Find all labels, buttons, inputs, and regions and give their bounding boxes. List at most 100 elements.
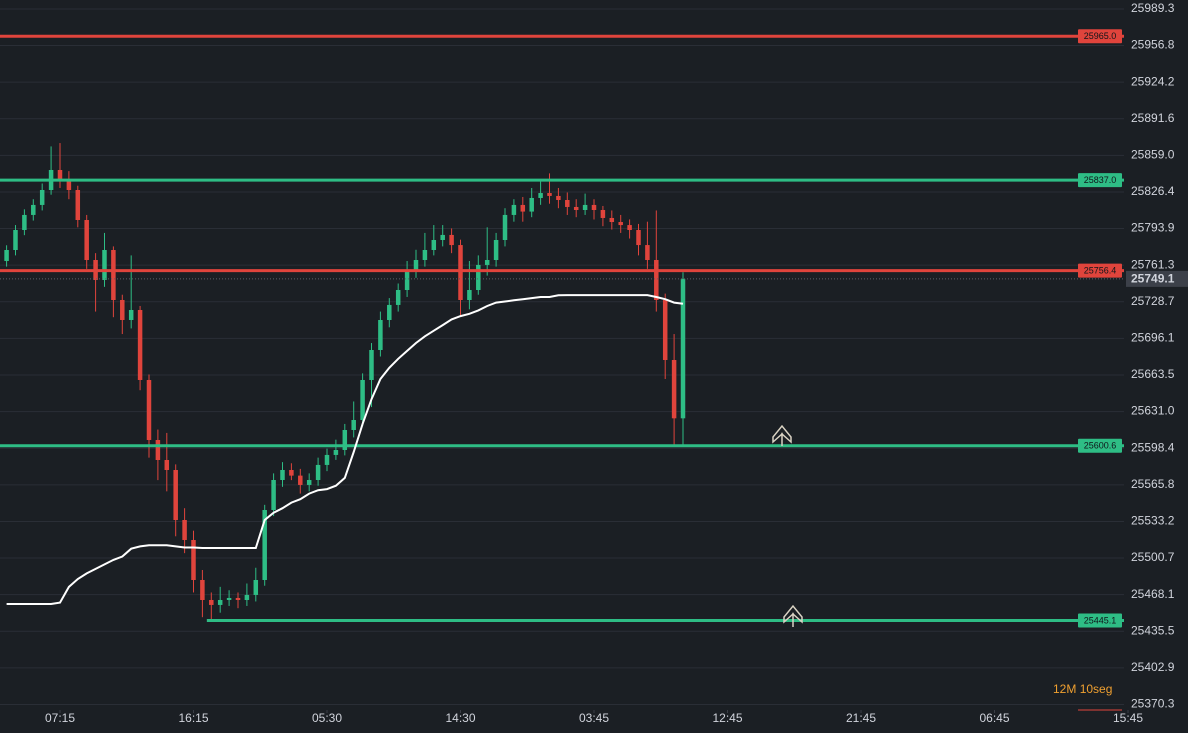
- arrow-up: [772, 424, 792, 446]
- timer: 12M 10seg: [1053, 682, 1112, 696]
- level-label: 25756.4: [1084, 266, 1117, 276]
- candle-body: [654, 260, 659, 300]
- candle-body: [493, 240, 499, 260]
- x-tick-label: 07:15: [45, 711, 75, 725]
- level-label-box: [1078, 29, 1122, 44]
- level-label: 25600.6: [1084, 441, 1117, 451]
- candle-body: [244, 594, 250, 600]
- candle-body: [680, 278, 686, 419]
- y-tick-label: 25565.8: [1131, 477, 1175, 491]
- candle-body: [235, 597, 241, 600]
- candle-body: [262, 510, 267, 580]
- y-tick-label: 25989.3: [1131, 1, 1175, 15]
- candle-body: [146, 380, 152, 440]
- countdown: 10seg: [1080, 682, 1113, 696]
- candle-body: [66, 180, 72, 190]
- candle-body: [111, 250, 116, 300]
- y-tick-label: 25826.4: [1131, 184, 1175, 198]
- candle-body: [378, 320, 383, 350]
- candle-body: [13, 230, 18, 250]
- candle-body: [529, 197, 534, 212]
- candle-body: [182, 520, 187, 540]
- x-tick-label: 06:45: [979, 711, 1009, 725]
- candle-body: [155, 440, 161, 460]
- candle-body: [200, 580, 205, 600]
- last-price-label: 25749.1: [1131, 272, 1175, 286]
- y-tick-label: 25956.8: [1131, 38, 1175, 52]
- y-tick-label: 25435.5: [1131, 623, 1175, 637]
- level-label-box: [1078, 438, 1122, 453]
- candle-body: [173, 470, 178, 520]
- level-label-box: [1078, 263, 1122, 278]
- candle-body: [476, 264, 481, 290]
- level-label-box: [1078, 173, 1122, 188]
- level-label: 25837.0: [1084, 175, 1117, 185]
- candle-body: [289, 470, 294, 476]
- x-tick-label: 12:45: [712, 711, 742, 725]
- candle-body: [600, 210, 606, 218]
- candle-body: [57, 170, 63, 180]
- candle-body: [102, 250, 107, 280]
- candle-body: [31, 204, 36, 215]
- candle-body: [404, 270, 410, 290]
- candle-body: [351, 420, 356, 430]
- y-tick-label: 25598.4: [1131, 440, 1175, 454]
- y-tick-label: 25468.1: [1131, 587, 1175, 601]
- candle-body: [467, 290, 472, 300]
- candle-body: [280, 470, 285, 480]
- candle-body: [324, 454, 330, 465]
- candle-body: [440, 234, 445, 240]
- candle-body: [413, 260, 419, 270]
- y-tick-label: 25728.7: [1131, 294, 1175, 308]
- candle-body: [636, 230, 641, 246]
- x-tick-label: 21:45: [846, 711, 876, 725]
- candle-body: [645, 245, 650, 260]
- candle-body: [538, 193, 543, 198]
- grid: [0, 8, 1124, 705]
- candle-body: [360, 380, 365, 420]
- candle-body: [75, 190, 81, 220]
- candle-body: [484, 260, 490, 265]
- x-tick-label: 14:30: [445, 711, 475, 725]
- candle-body: [618, 222, 623, 226]
- y-tick-label: 25761.3: [1131, 257, 1175, 271]
- candle-body: [137, 310, 143, 380]
- y-tick-label: 25924.2: [1131, 74, 1175, 88]
- y-tick-label: 25859.0: [1131, 148, 1175, 162]
- candle-body: [573, 206, 579, 210]
- candle-body: [369, 350, 374, 380]
- y-tick-label: 25891.6: [1131, 111, 1175, 125]
- candle-body: [253, 580, 259, 595]
- candle-body: [591, 204, 597, 210]
- candle-body: [22, 214, 27, 230]
- candle-body: [315, 464, 321, 480]
- candle-body: [449, 234, 454, 246]
- candle-body: [84, 220, 89, 260]
- vwap-line: [6, 294, 684, 605]
- candle-body: [431, 240, 437, 250]
- candle-body: [298, 475, 303, 485]
- candle-body: [226, 597, 232, 600]
- level-label: 25445.1: [1084, 615, 1117, 625]
- y-tick-label: 25696.1: [1131, 331, 1175, 345]
- y-tick-label: 25663.5: [1131, 367, 1175, 381]
- candle-body: [128, 310, 134, 320]
- candle-body: [511, 204, 517, 215]
- candle-body: [342, 430, 348, 450]
- candle-body: [662, 300, 668, 360]
- y-tick-label: 25631.0: [1131, 404, 1175, 418]
- candle-body: [565, 200, 570, 207]
- candle-body: [271, 480, 276, 510]
- candle-body: [556, 195, 561, 200]
- last-price-box: [1126, 270, 1188, 287]
- candle-body: [609, 217, 615, 223]
- candle-body: [4, 250, 9, 262]
- y-tick-label: 25370.3: [1131, 697, 1175, 711]
- x-tick-label: 03:45: [579, 711, 609, 725]
- candle-body: [306, 480, 312, 485]
- plot: [0, 34, 1124, 622]
- candle-body: [120, 300, 125, 320]
- x-tick-label: 16:15: [178, 711, 208, 725]
